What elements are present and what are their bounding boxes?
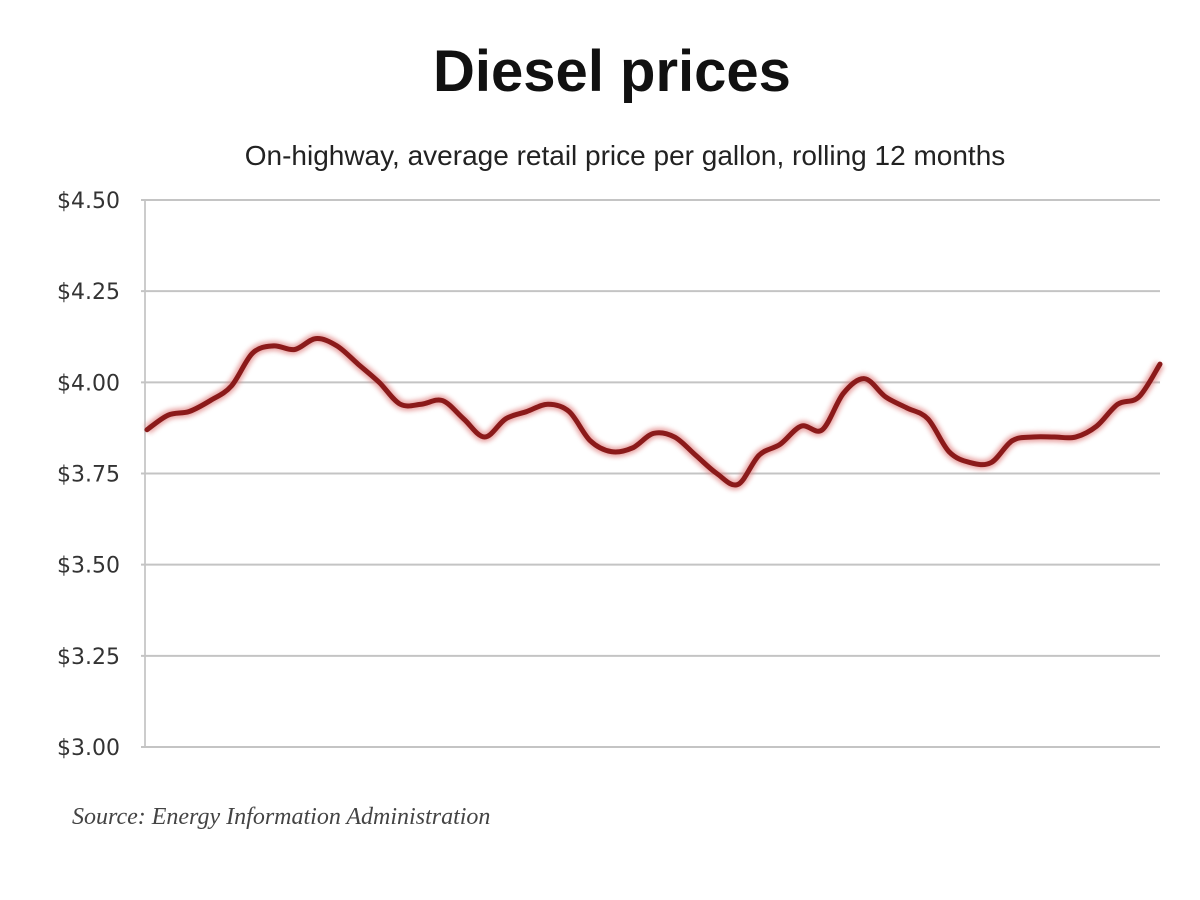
chart-subtitle: On-highway, average retail price per gal…	[244, 140, 1006, 171]
y-tick-label: $3.75	[57, 463, 120, 488]
series-line	[144, 336, 1163, 488]
y-tick-label: $3.50	[57, 554, 120, 579]
y-tick-label: $3.25	[57, 645, 120, 670]
y-tick-label: $3.00	[57, 736, 120, 761]
y-tick-label: $4.00	[57, 371, 120, 396]
chart-title: Diesel prices	[433, 39, 791, 104]
series-line-glow	[144, 333, 1165, 490]
source-note: Source: Energy Information Administratio…	[72, 804, 491, 830]
y-tick-label: $4.50	[57, 189, 120, 214]
y-tick-label: $4.25	[57, 280, 120, 305]
